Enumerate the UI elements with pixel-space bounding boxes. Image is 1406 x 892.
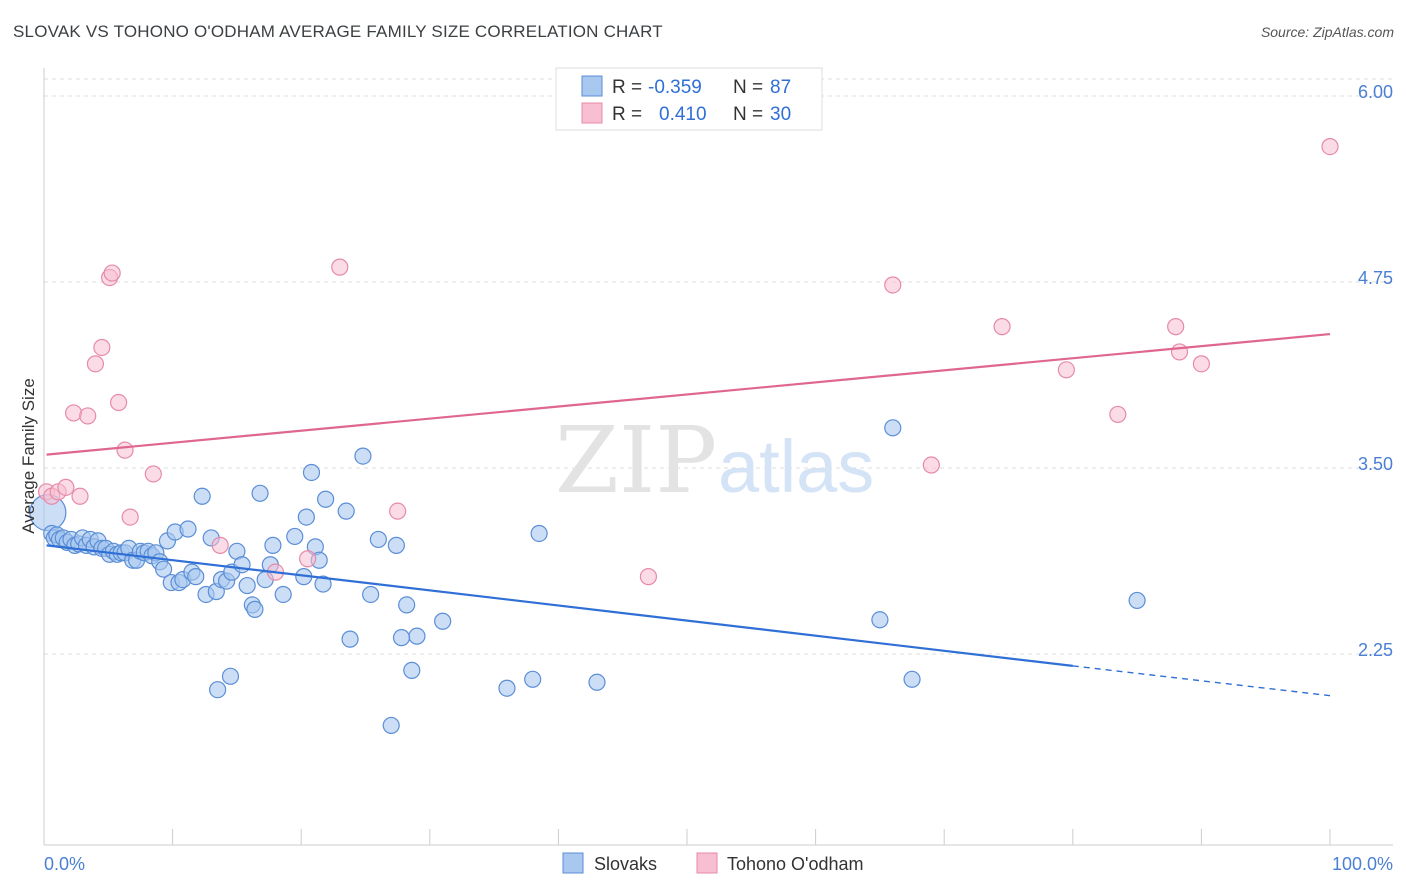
slovak-point [297, 508, 315, 526]
top-legend: R = -0.359 N = 87 R = 0.410 N = 30 [555, 67, 823, 131]
slovak-point [530, 524, 548, 543]
slovak-point [314, 575, 332, 593]
slovak-swatch [581, 75, 603, 97]
tohono-point [993, 318, 1011, 336]
y-axis-title: Average Family Size [19, 378, 38, 534]
slovak-point [221, 667, 240, 685]
tohono-point [71, 487, 89, 505]
trend-lines [46, 332, 1331, 697]
slovak-point [588, 673, 606, 691]
source-credit: Source: ZipAtlas.com [1260, 24, 1394, 40]
legend-r-value-slovak: -0.359 [648, 77, 702, 98]
slovak-point [369, 530, 387, 549]
slovak-points [29, 419, 1146, 735]
slovak-point [403, 661, 421, 679]
slovak-point [317, 490, 335, 508]
slovak-point [246, 600, 264, 618]
tohono-point [57, 478, 75, 496]
legend-r-value-tohono: 0.410 [659, 104, 707, 125]
slovak-point [286, 527, 304, 546]
tohono-point [1057, 361, 1075, 379]
slovak-point [341, 630, 359, 648]
slovak-point [498, 679, 516, 697]
slovak-point [187, 568, 205, 586]
legend-r-label-2: R = [612, 104, 642, 125]
tohono-point [639, 568, 658, 586]
bottom-legend-slovaks: Slovaks [594, 854, 657, 874]
slovak-point [362, 585, 380, 604]
x-tick-label-max: 100.0% [1332, 854, 1393, 874]
legend-r-label-1: R = [612, 77, 642, 98]
legend-n-label-2: N = [733, 104, 763, 125]
slovak-point [1128, 591, 1146, 610]
slovak-trend-extension [1072, 665, 1331, 697]
x-tick-label-min: 0.0% [44, 854, 85, 874]
tohono-point [1167, 318, 1185, 336]
slovak-point [264, 536, 282, 554]
tohono-point [1321, 137, 1339, 156]
tohono-point [64, 404, 83, 422]
tohono-point [1109, 405, 1127, 424]
slovak-point [233, 556, 251, 574]
slovak-point [354, 447, 372, 465]
tohono-point [116, 441, 134, 459]
slovak-point [382, 716, 400, 735]
slovak-point [238, 576, 256, 595]
slovak-point [179, 520, 197, 538]
slovak-point [434, 612, 452, 630]
slovak-point [337, 502, 355, 520]
slovak-point [408, 627, 426, 645]
tohono-point [1192, 355, 1211, 373]
y-tick-label: 3.50 [1358, 454, 1393, 474]
tohono-point [109, 393, 128, 412]
tohono-point [331, 258, 349, 276]
tohono-point [922, 456, 940, 474]
watermark: ZIP atlas [555, 407, 874, 514]
tick-labels: 2.25 3.50 4.75 6.00 0.0% 100.0% [44, 82, 1393, 874]
slovak-point [193, 487, 211, 505]
tohono-point [144, 465, 162, 483]
slovak-point [524, 670, 542, 688]
legend-n-value-slovak: 87 [770, 77, 791, 98]
axes [43, 68, 1393, 846]
bottom-slovak-swatch [562, 852, 584, 874]
slovak-point [884, 419, 902, 437]
bottom-legend: Slovaks Tohono O'odham [562, 852, 864, 874]
tohono-point [1170, 343, 1189, 361]
y-tick-label: 2.25 [1358, 640, 1393, 660]
tohono-swatch [581, 102, 603, 124]
slovak-point [392, 629, 411, 647]
bottom-legend-tohono: Tohono O'odham [727, 854, 864, 874]
slovak-point [903, 670, 921, 688]
slovak-point [274, 585, 292, 604]
slovak-point [302, 463, 321, 482]
legend-n-label-1: N = [733, 77, 763, 98]
slovak-trend-line [46, 544, 1073, 667]
tohono-point [299, 550, 317, 568]
watermark-atlas: atlas [718, 425, 874, 508]
tohono-point [93, 338, 111, 357]
slovak-point [871, 611, 889, 629]
slovak-point [398, 596, 416, 614]
tohono-point [79, 407, 97, 425]
slovak-point [209, 681, 227, 699]
y-tick-label: 6.00 [1358, 82, 1393, 102]
tohono-points [37, 137, 1339, 586]
watermark-zip: ZIP [555, 407, 717, 514]
slovak-point [251, 484, 269, 502]
bottom-tohono-swatch [696, 852, 718, 874]
tohono-trend-line [46, 332, 1331, 456]
tohono-point [103, 264, 121, 282]
chart-title: SLOVAK VS TOHONO O'ODHAM AVERAGE FAMILY … [13, 22, 663, 41]
slovak-point [154, 560, 173, 578]
y-tick-label: 4.75 [1358, 268, 1393, 288]
tohono-point [86, 355, 105, 373]
legend-n-value-tohono: 30 [770, 104, 791, 125]
tohono-point [211, 536, 229, 554]
tohono-point [389, 502, 407, 520]
slovak-point [387, 536, 405, 554]
tohono-point [121, 508, 139, 526]
tohono-point [884, 276, 902, 294]
